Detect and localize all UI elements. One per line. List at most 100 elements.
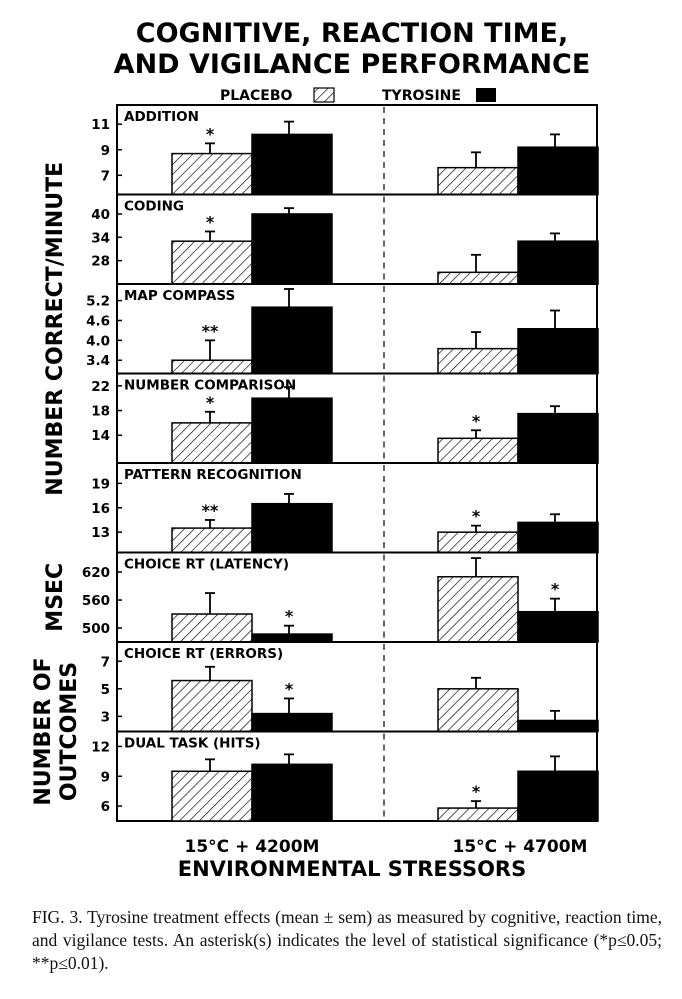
- y-tick-label: 560: [82, 593, 110, 609]
- bar-tyrosine: [517, 521, 599, 554]
- legend-swatch-placebo: [313, 87, 335, 103]
- significance-marker: **: [202, 501, 219, 520]
- y-tick-label: 5: [101, 682, 110, 698]
- bar-placebo: [171, 359, 253, 375]
- panel-title: ADDITION: [124, 109, 199, 125]
- y-group-label-line: MSEC: [43, 563, 68, 632]
- bar-tyrosine: [251, 306, 333, 375]
- y-tick-label: 9: [101, 143, 110, 159]
- panel-title: CHOICE RT (LATENCY): [124, 557, 289, 573]
- bar-placebo: [171, 527, 253, 554]
- y-tick-label: 3: [101, 709, 110, 725]
- bar-placebo: [171, 240, 253, 285]
- legend: PLACEBO TYROSINE: [220, 87, 496, 104]
- bar-placebo: [437, 347, 519, 375]
- bar-placebo: [171, 422, 253, 464]
- significance-marker: *: [472, 782, 481, 801]
- panel-title: NUMBER COMPARISON: [124, 378, 296, 394]
- panel-2: CODING 40 34 28 *: [91, 193, 599, 285]
- significance-marker: **: [202, 321, 219, 340]
- bar-placebo: [437, 166, 519, 196]
- panel-title: MAP COMPASS: [124, 288, 235, 304]
- y-tick-label: 5.2: [86, 294, 110, 310]
- significance-marker: *: [472, 507, 481, 526]
- significance-marker: *: [551, 580, 560, 599]
- y-group-label-line: NUMBER OF: [31, 657, 56, 805]
- y-tick-label: 7: [101, 168, 110, 184]
- bar-tyrosine: [517, 412, 599, 464]
- panel-title: PATTERN RECOGNITION: [124, 467, 302, 483]
- bar-placebo: [437, 688, 519, 733]
- bar-tyrosine: [517, 610, 599, 643]
- bar-tyrosine: [251, 133, 333, 196]
- bar-placebo: [171, 679, 253, 733]
- bar-tyrosine: [251, 502, 333, 554]
- y-tick-label: 12: [91, 739, 110, 755]
- bar-placebo: [437, 437, 519, 464]
- significance-marker: *: [285, 607, 294, 626]
- bar-placebo: [171, 770, 253, 822]
- y-group-label-3: NUMBER OFOUTCOMES: [31, 657, 82, 805]
- figure-caption: FIG. 3. Tyrosine treatment effects (mean…: [32, 907, 662, 973]
- x-label-group-1: 15°C + 4200M: [185, 837, 320, 857]
- y-tick-label: 40: [91, 207, 110, 223]
- y-tick-label: 16: [91, 501, 110, 517]
- chart-title-line2: AND VIGILANCE PERFORMANCE: [114, 49, 591, 80]
- significance-marker: *: [472, 411, 481, 430]
- y-tick-label: 3.4: [86, 353, 110, 369]
- y-tick-label: 6: [101, 799, 110, 815]
- legend-swatch-tyrosine: [476, 88, 496, 102]
- bar-tyrosine: [517, 240, 599, 285]
- bar-tyrosine: [251, 712, 333, 733]
- bar-tyrosine: [251, 397, 333, 464]
- y-tick-label: 14: [91, 428, 110, 444]
- y-tick-label: 620: [82, 565, 110, 581]
- x-label-group-2: 15°C + 4700M: [453, 837, 588, 857]
- y-tick-label: 500: [82, 621, 110, 637]
- bar-placebo: [437, 575, 519, 643]
- chart-title-line1: COGNITIVE, REACTION TIME,: [136, 18, 568, 49]
- bar-placebo: [437, 807, 519, 822]
- y-tick-label: 19: [91, 476, 110, 492]
- bar-placebo: [437, 271, 519, 285]
- y-group-label-2: MSEC: [43, 563, 68, 632]
- tyrosine-figure: COGNITIVE, REACTION TIME, AND VIGILANCE …: [31, 18, 599, 881]
- x-axis-title: ENVIRONMENTAL STRESSORS: [178, 857, 526, 881]
- y-tick-label: 13: [91, 525, 110, 541]
- bar-tyrosine: [517, 328, 599, 375]
- y-tick-label: 22: [91, 379, 110, 395]
- y-group-label-line: NUMBER CORRECT/MINUTE: [43, 162, 68, 496]
- y-tick-label: 11: [91, 117, 110, 133]
- panel-1: ADDITION 11 9 7 *: [91, 104, 599, 196]
- legend-label-tyrosine: TYROSINE: [382, 88, 461, 104]
- y-axis-group-labels: NUMBER CORRECT/MINUTE MSEC NUMBER OFOUTCOM…: [31, 162, 82, 806]
- bar-tyrosine: [251, 633, 333, 643]
- panel-title: DUAL TASK (HITS): [124, 736, 261, 752]
- bar-placebo: [171, 152, 253, 196]
- bar-placebo: [171, 613, 253, 643]
- bar-tyrosine: [251, 213, 333, 285]
- bar-tyrosine: [517, 770, 599, 822]
- y-tick-label: 9: [101, 769, 110, 785]
- bar-tyrosine: [517, 146, 599, 196]
- y-tick-label: 34: [91, 230, 110, 246]
- panel-title: CHOICE RT (ERRORS): [124, 646, 283, 662]
- y-tick-label: 7: [101, 654, 110, 670]
- panel-3: MAP COMPASS 5.2 4.6 4.0 3.4 **: [86, 283, 599, 375]
- panel-8: DUAL TASK (HITS) 12 9 6 *: [91, 730, 599, 822]
- y-tick-label: 28: [91, 254, 110, 270]
- panel-6: CHOICE RT (LATENCY) 620 560 500 * *: [82, 551, 599, 643]
- significance-marker: *: [206, 124, 215, 143]
- significance-marker: *: [206, 212, 215, 231]
- panel-title: CODING: [124, 199, 184, 215]
- legend-label-placebo: PLACEBO: [220, 88, 293, 104]
- y-group-label-1: NUMBER CORRECT/MINUTE: [43, 162, 68, 496]
- y-tick-label: 18: [91, 404, 110, 420]
- bar-placebo: [437, 531, 519, 554]
- panel-7: CHOICE RT (ERRORS) 7 5 3 *: [101, 641, 599, 733]
- panel-4: NUMBER COMPARISON 22 18 14 * *: [91, 372, 599, 464]
- y-tick-label: 4.6: [86, 313, 110, 329]
- significance-marker: *: [206, 393, 215, 412]
- panels: ADDITION 11 9 7 * CODING 40 34 28 * MAP COMPASS 5.2…: [82, 104, 599, 822]
